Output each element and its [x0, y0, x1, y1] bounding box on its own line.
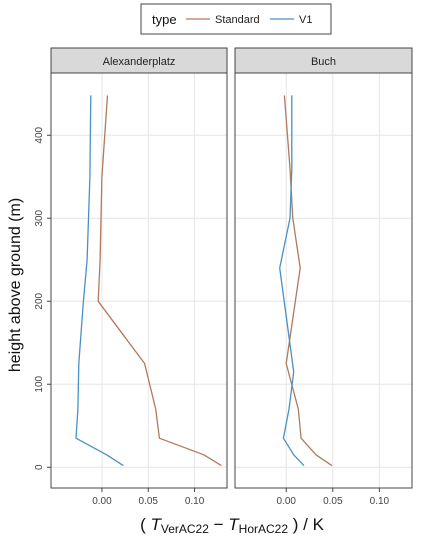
panel-strip — [50, 47, 228, 74]
y-tick-label: 200 — [34, 292, 45, 309]
x-axis-title-sub1: VerAC22 — [161, 522, 209, 536]
legend: type Standard V1 — [140, 3, 332, 35]
x-axis-title-sub2: HorAC22 — [239, 522, 289, 536]
x-axis-title-minus: − — [209, 515, 228, 534]
x-axis-title: ( TVerAC22 − THorAC22 ) / K — [140, 515, 324, 536]
x-axis-title-open: ( — [140, 515, 150, 534]
series-line-v1 — [75, 95, 124, 467]
panel-strip — [234, 47, 413, 74]
y-tick-label: 300 — [34, 209, 45, 226]
panel-border — [234, 72, 413, 489]
x-axis-title-t1: T — [150, 515, 162, 534]
y-tick-label: 100 — [34, 375, 45, 392]
legend-label-standard: Standard — [215, 14, 260, 26]
panel-1: Buch 0.00 0.05 0.10 — [234, 47, 413, 507]
x-tick-label: 0.00 — [92, 496, 112, 507]
legend-title: type — [152, 12, 177, 27]
panel-strip-title: Alexanderplatz — [103, 56, 176, 68]
legend-box — [140, 3, 332, 35]
x-tick-label: 0.05 — [139, 496, 159, 507]
y-tick-label: 0 — [34, 464, 45, 470]
x-tick-label: 0.05 — [323, 496, 343, 507]
panel-strip-title: Buch — [311, 56, 336, 68]
series-line-standard — [97, 95, 222, 467]
y-tick-label: 400 — [34, 126, 45, 143]
y-axis-title: height above ground (m) — [7, 198, 24, 372]
panel-0: Alexanderplatz 0.00 0.05 0.10 — [50, 47, 228, 507]
x-axis-title-tail: ) / K — [288, 515, 325, 534]
panel-border — [50, 72, 228, 489]
x-axis-title-t2: T — [228, 515, 240, 534]
series-line-v1 — [279, 95, 305, 467]
x-tick-label: 0.10 — [370, 496, 390, 507]
x-tick-label: 0.10 — [185, 496, 205, 507]
legend-label-v1: V1 — [299, 14, 312, 26]
x-tick-label: 0.00 — [277, 496, 297, 507]
y-axis: 0 100 200 300 400 — [34, 126, 51, 470]
panels: Alexanderplatz 0.00 0.05 0.10 Buch 0.00 0.05 0.… — [34, 47, 413, 507]
